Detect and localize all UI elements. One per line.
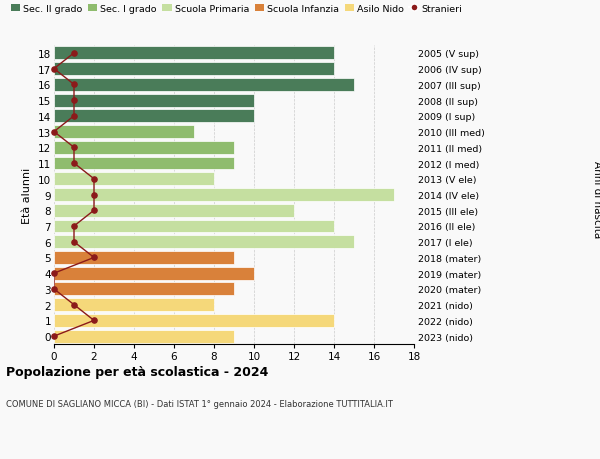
Bar xyxy=(54,189,394,202)
Point xyxy=(69,50,79,57)
Bar xyxy=(54,95,254,107)
Bar xyxy=(54,78,354,92)
Point xyxy=(69,239,79,246)
Bar xyxy=(54,252,234,264)
Point xyxy=(69,82,79,89)
Point xyxy=(69,97,79,105)
Bar xyxy=(54,298,214,311)
Bar xyxy=(54,204,294,217)
Y-axis label: Età alunni: Età alunni xyxy=(22,167,32,223)
Point xyxy=(89,317,99,325)
Point xyxy=(89,176,99,183)
Bar xyxy=(54,236,354,249)
Point xyxy=(89,254,99,262)
Point xyxy=(69,113,79,120)
Bar xyxy=(54,63,334,76)
Point xyxy=(69,160,79,168)
Bar xyxy=(54,283,234,296)
Point xyxy=(49,66,59,73)
Bar xyxy=(54,267,254,280)
Legend: Sec. II grado, Sec. I grado, Scuola Primaria, Scuola Infanzia, Asilo Nido, Stran: Sec. II grado, Sec. I grado, Scuola Prim… xyxy=(11,5,463,14)
Bar xyxy=(54,47,334,60)
Point xyxy=(69,301,79,308)
Point xyxy=(69,223,79,230)
Bar xyxy=(54,173,214,186)
Point xyxy=(89,191,99,199)
Text: Popolazione per età scolastica - 2024: Popolazione per età scolastica - 2024 xyxy=(6,365,268,378)
Text: Anni di nascita: Anni di nascita xyxy=(592,161,600,238)
Bar xyxy=(54,126,194,139)
Point xyxy=(49,270,59,277)
Point xyxy=(49,285,59,293)
Text: COMUNE DI SAGLIANO MICCA (BI) - Dati ISTAT 1° gennaio 2024 - Elaborazione TUTTIT: COMUNE DI SAGLIANO MICCA (BI) - Dati IST… xyxy=(6,399,393,409)
Point xyxy=(49,333,59,340)
Point xyxy=(69,144,79,151)
Bar xyxy=(54,330,234,343)
Bar xyxy=(54,314,334,327)
Point xyxy=(89,207,99,214)
Bar xyxy=(54,220,334,233)
Bar xyxy=(54,110,254,123)
Bar xyxy=(54,141,234,154)
Point xyxy=(49,129,59,136)
Bar xyxy=(54,157,234,170)
